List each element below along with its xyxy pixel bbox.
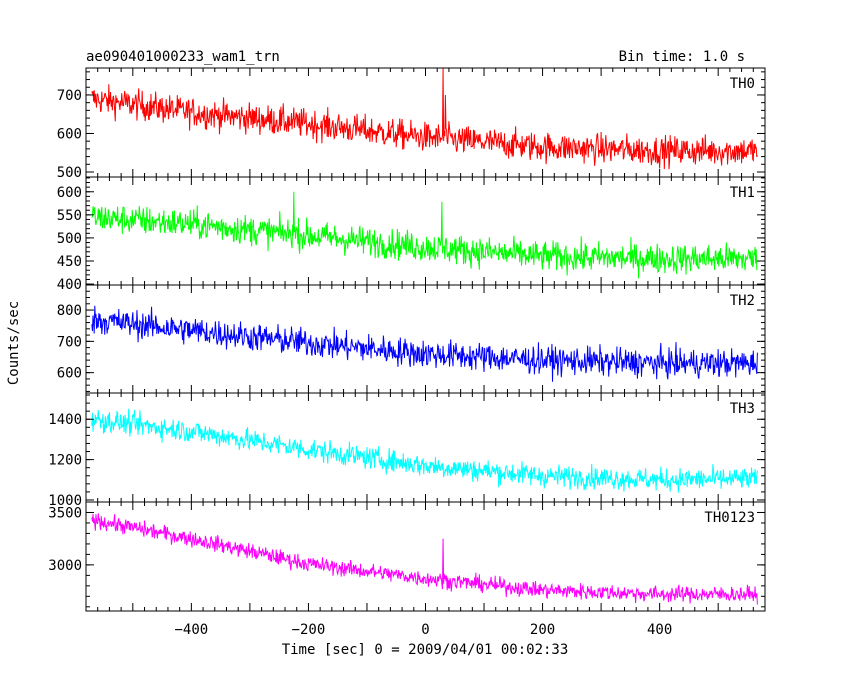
series-line-th1 bbox=[91, 191, 758, 279]
x-axis-label: Time [sec] 0 = 2009/04/01 00:02:33 bbox=[282, 642, 569, 658]
y-tick-label: 1200 bbox=[48, 453, 82, 469]
panel-label-th2: TH2 bbox=[730, 293, 755, 309]
x-tick-label: 0 bbox=[421, 622, 429, 638]
panels-group: 500 600 700 TH0 400 450 500 550 600 TH1 600 700 800 T… bbox=[48, 67, 766, 638]
x-tick-label: 400 bbox=[647, 622, 672, 638]
panel-frame bbox=[85, 392, 766, 503]
panel-th0: 500 600 700 TH0 bbox=[57, 67, 766, 181]
series-line-th3 bbox=[91, 408, 758, 493]
y-axis-label: Counts/sec bbox=[6, 301, 22, 385]
y-tick-label: 550 bbox=[57, 208, 82, 224]
panel-label-th1: TH1 bbox=[730, 185, 755, 201]
y-tick-label: 400 bbox=[57, 277, 82, 293]
panel-frame bbox=[85, 176, 766, 286]
panel-label-th0: TH0 bbox=[730, 76, 755, 92]
y-tick-label: 500 bbox=[57, 165, 82, 181]
y-tick-label: 700 bbox=[57, 88, 82, 104]
y-tick-label: 3500 bbox=[48, 505, 82, 521]
y-tick-label: 700 bbox=[57, 334, 82, 350]
x-tick-label: −400 bbox=[175, 622, 209, 638]
y-tick-label: 1000 bbox=[48, 493, 82, 509]
y-tick-label: 450 bbox=[57, 254, 82, 270]
y-tick-label: 600 bbox=[57, 185, 82, 201]
panel-th1: 400 450 500 550 600 TH1 bbox=[57, 176, 766, 293]
panel-label-th3: TH3 bbox=[730, 401, 755, 417]
y-tick-label: 3000 bbox=[48, 558, 82, 574]
series-line-th0 bbox=[91, 68, 758, 170]
y-tick-label: 600 bbox=[57, 366, 82, 382]
chart-title: ae090401000233_wam1_trn bbox=[86, 49, 280, 65]
panel-label-th0123: TH0123 bbox=[704, 510, 755, 526]
y-tick-label: 800 bbox=[57, 303, 82, 319]
panel-th0123: 3000 3500 TH0123 bbox=[48, 501, 766, 612]
panel-frame bbox=[85, 67, 766, 178]
x-tick-label: −200 bbox=[292, 622, 326, 638]
series-line-th0123 bbox=[91, 513, 758, 605]
panel-th3: 1000 1200 1400 TH3 bbox=[48, 392, 766, 509]
x-tick-label: 200 bbox=[530, 622, 555, 638]
y-tick-label: 600 bbox=[57, 126, 82, 142]
y-tick-label: 500 bbox=[57, 231, 82, 247]
panel-frame bbox=[85, 284, 766, 394]
series-line-th2 bbox=[91, 305, 758, 382]
bin-time-label: Bin time: 1.0 s bbox=[619, 49, 745, 65]
panel-th2: 600 700 800 TH2 bbox=[57, 284, 766, 394]
y-tick-label: 1400 bbox=[48, 412, 82, 428]
